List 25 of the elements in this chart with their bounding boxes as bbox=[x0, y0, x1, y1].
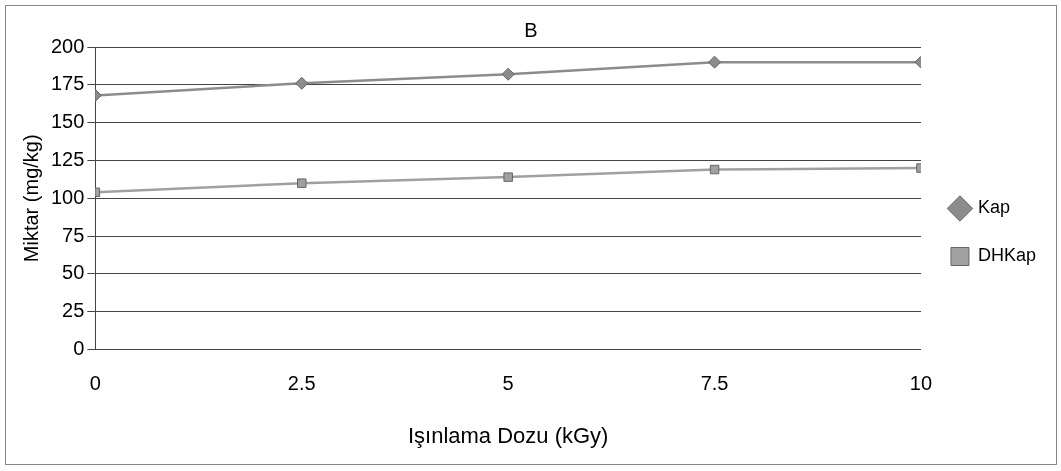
y-tick-label: 75 bbox=[62, 223, 85, 246]
y-tick-label: 125 bbox=[50, 147, 85, 170]
y-tick-label: 25 bbox=[62, 299, 85, 322]
point bbox=[709, 164, 720, 175]
point bbox=[295, 76, 309, 90]
x-tick-label: 10 bbox=[909, 372, 933, 395]
x-tick-label: 7.5 bbox=[700, 372, 729, 395]
x-tick-label: 0 bbox=[89, 372, 101, 395]
x-tick-label: 2.5 bbox=[287, 372, 316, 395]
x-tick-label: 5 bbox=[502, 372, 514, 395]
point bbox=[297, 178, 307, 188]
y-tick-label: 200 bbox=[50, 34, 85, 57]
x-axis-title: Işınlama Dozu (kGy) bbox=[407, 422, 609, 448]
point bbox=[501, 67, 515, 81]
point bbox=[708, 55, 722, 69]
y-tick-label: 100 bbox=[50, 185, 85, 208]
y-tick-label: 150 bbox=[50, 110, 85, 133]
point bbox=[503, 172, 513, 182]
legend-label: Kap bbox=[977, 197, 1011, 218]
y-tick-label: 50 bbox=[62, 261, 85, 284]
chart-title: B bbox=[524, 18, 538, 41]
legend-label: DHKap bbox=[977, 245, 1037, 266]
y-axis-title: Miktar (mg/kg) bbox=[19, 134, 42, 263]
y-tick-label: 175 bbox=[50, 72, 85, 95]
y-tick-label: 0 bbox=[73, 337, 85, 360]
